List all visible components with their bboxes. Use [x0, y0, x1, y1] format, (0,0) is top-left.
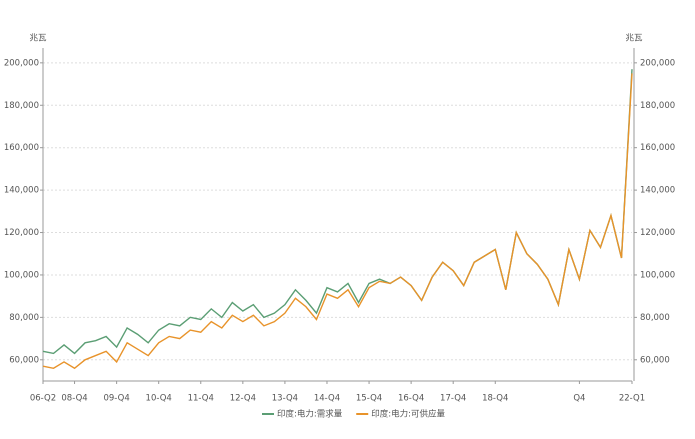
x-tick-label: 08-Q4 [61, 394, 87, 404]
x-tick-label: 12-Q4 [230, 394, 256, 404]
x-tick-label: 18-Q4 [482, 394, 508, 404]
x-tick-label: 17-Q4 [440, 394, 466, 404]
x-tick-label: 16-Q4 [398, 394, 424, 404]
x-tick-label: 13-Q4 [272, 394, 298, 404]
x-tick-label: 10-Q4 [146, 394, 172, 404]
y2-tick-label: 160,000 [640, 143, 675, 153]
y-unit: 兆瓦 [29, 33, 47, 44]
x-tick-label: Q4 [573, 394, 585, 404]
series-line [42, 69, 633, 355]
x-tick-label: 22-Q1 [619, 394, 645, 404]
y2-tick-label: 60,000 [640, 355, 670, 365]
y2-tick-label: 200,000 [640, 58, 675, 68]
y2-tick-label: 120,000 [640, 228, 675, 238]
series-line [42, 73, 633, 370]
y2-unit: 兆瓦 [625, 33, 643, 44]
y-tick-label: 180,000 [4, 101, 39, 111]
x-tick-label: 11-Q4 [188, 394, 214, 404]
y-tick-label: 60,000 [9, 355, 39, 365]
y2-tick-label: 180,000 [640, 101, 675, 111]
y2-tick-label: 100,000 [640, 270, 675, 280]
legend-label: 印度:电力:可供应量 [371, 409, 445, 420]
y2-tick-label: 140,000 [640, 186, 675, 196]
y-tick-label: 160,000 [4, 143, 39, 153]
x-tick-label: 06-Q2 [30, 394, 56, 404]
legend-label: 印度:电力:需求量 [277, 409, 343, 420]
x-tick-label: 15-Q4 [356, 394, 382, 404]
y-tick-label: 80,000 [9, 313, 39, 323]
y-tick-label: 200,000 [4, 58, 39, 68]
y2-tick-label: 80,000 [640, 313, 670, 323]
y-tick-label: 120,000 [4, 228, 39, 238]
x-tick-label: 14-Q4 [314, 394, 340, 404]
y-tick-label: 140,000 [4, 186, 39, 196]
x-tick-label: 09-Q4 [103, 394, 129, 404]
y-tick-label: 100,000 [4, 270, 39, 280]
